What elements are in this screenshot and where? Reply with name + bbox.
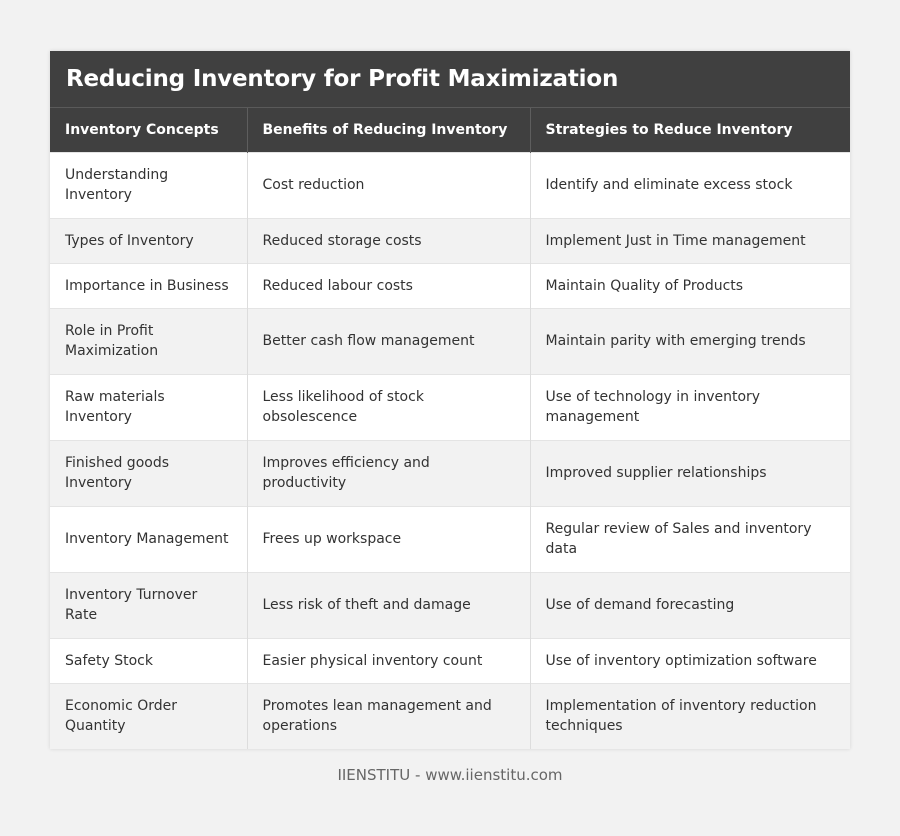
table-cell-strategy: Use of demand forecasting xyxy=(530,571,850,638)
table-cell-concept: Understanding Inventory xyxy=(50,151,248,218)
table-card: Reducing Inventory for Profit Maximizati… xyxy=(50,51,850,749)
table-row: Safety Stock Easier physical inventory c… xyxy=(50,637,850,683)
table-row: Inventory Management Frees up workspace … xyxy=(50,505,850,572)
table-row: Economic Order Quantity Promotes lean ma… xyxy=(50,682,850,749)
table-row: Understanding Inventory Cost reduction I… xyxy=(50,151,850,218)
table-cell-strategy: Implement Just in Time management xyxy=(530,217,850,263)
table-title-bar: Reducing Inventory for Profit Maximizati… xyxy=(50,51,850,108)
table-row: Role in Profit Maximization Better cash … xyxy=(50,307,850,374)
table-cell-strategy: Use of inventory optimization software xyxy=(530,637,850,683)
table-cell-benefit: Less risk of theft and damage xyxy=(247,571,531,638)
table-cell-concept: Raw materials Inventory xyxy=(50,373,248,440)
table-cell-strategy: Improved supplier relationships xyxy=(530,439,850,506)
table-cell-strategy: Use of technology in inventory managemen… xyxy=(530,373,850,440)
table-cell-strategy: Maintain Quality of Products xyxy=(530,262,850,308)
table-cell-concept: Inventory Turnover Rate xyxy=(50,571,248,638)
column-header-strategies: Strategies to Reduce Inventory xyxy=(530,108,850,152)
table-cell-concept: Importance in Business xyxy=(50,262,248,308)
column-header-benefits: Benefits of Reducing Inventory xyxy=(247,108,531,152)
table-cell-strategy: Identify and eliminate excess stock xyxy=(530,151,850,218)
table-cell-benefit: Easier physical inventory count xyxy=(247,637,531,683)
table-cell-concept: Inventory Management xyxy=(50,505,248,572)
table-cell-benefit: Less likelihood of stock obsolescence xyxy=(247,373,531,440)
table-cell-benefit: Reduced storage costs xyxy=(247,217,531,263)
table-cell-concept: Safety Stock xyxy=(50,637,248,683)
table-cell-strategy: Maintain parity with emerging trends xyxy=(530,307,850,374)
table-cell-concept: Finished goods Inventory xyxy=(50,439,248,506)
table-row: Finished goods Inventory Improves effici… xyxy=(50,439,850,506)
table-cell-strategy: Regular review of Sales and inventory da… xyxy=(530,505,850,572)
table-row: Types of Inventory Reduced storage costs… xyxy=(50,217,850,263)
table-cell-benefit: Cost reduction xyxy=(247,151,531,218)
table-cell-benefit: Improves efficiency and productivity xyxy=(247,439,531,506)
table-cell-benefit: Better cash flow management xyxy=(247,307,531,374)
column-header-concepts: Inventory Concepts xyxy=(50,108,248,152)
inventory-table: Inventory Concepts Benefits of Reducing … xyxy=(50,108,850,749)
header-row: Inventory Concepts Benefits of Reducing … xyxy=(50,108,850,152)
table-row: Raw materials Inventory Less likelihood … xyxy=(50,373,850,440)
table-cell-benefit: Reduced labour costs xyxy=(247,262,531,308)
table-cell-concept: Types of Inventory xyxy=(50,217,248,263)
table-cell-benefit: Promotes lean management and operations xyxy=(247,682,531,749)
table-title: Reducing Inventory for Profit Maximizati… xyxy=(66,66,619,92)
table-cell-concept: Role in Profit Maximization xyxy=(50,307,248,374)
table-cell-strategy: Implementation of inventory reduction te… xyxy=(530,682,850,749)
table-cell-concept: Economic Order Quantity xyxy=(50,682,248,749)
footer-credit: IIENSTITU - www.iienstitu.com xyxy=(337,766,563,784)
table-cell-benefit: Frees up workspace xyxy=(247,505,531,572)
table-row: Importance in Business Reduced labour co… xyxy=(50,262,850,308)
table-row: Inventory Turnover Rate Less risk of the… xyxy=(50,571,850,638)
